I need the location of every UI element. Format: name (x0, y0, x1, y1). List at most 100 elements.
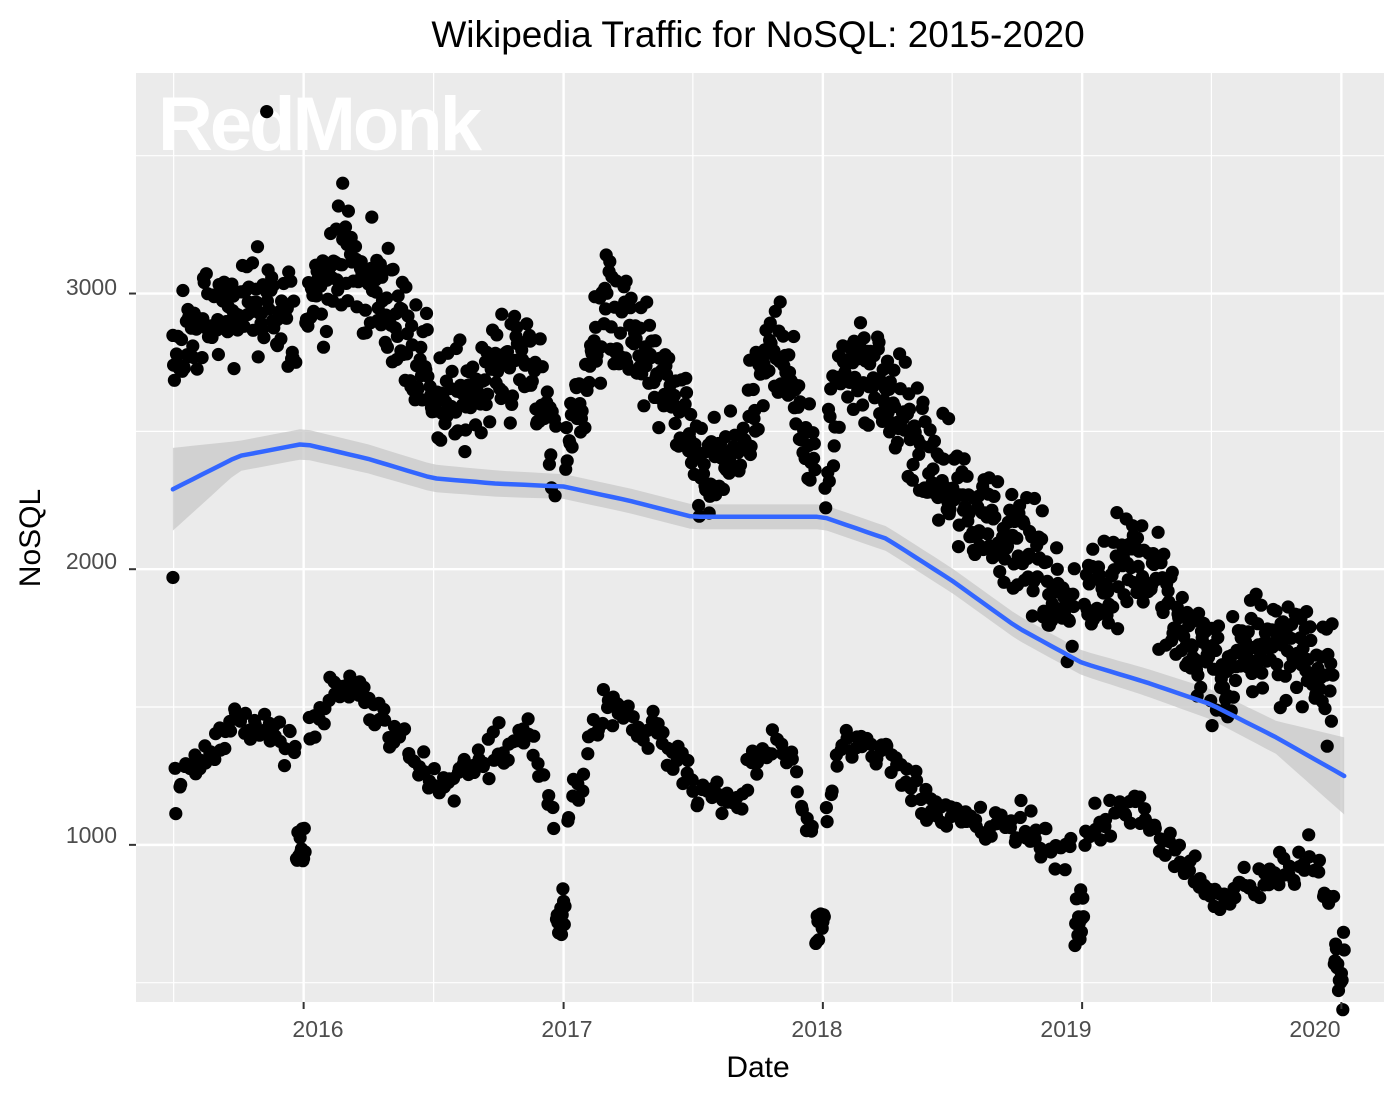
data-point (741, 783, 755, 797)
data-point (483, 415, 497, 429)
data-point (1228, 891, 1242, 905)
data-point (1027, 491, 1042, 506)
data-point (603, 255, 617, 269)
data-point (405, 319, 419, 333)
data-point (1157, 547, 1171, 561)
data-point (1074, 925, 1088, 939)
data-point (1035, 532, 1049, 546)
data-point (277, 759, 292, 773)
data-point (378, 713, 392, 727)
x-tick-label-2017: 2017 (541, 1016, 592, 1042)
data-point (593, 376, 608, 390)
data-point (298, 845, 312, 859)
data-point (547, 821, 561, 836)
data-point (288, 739, 302, 754)
data-point (1302, 850, 1316, 864)
data-point (1255, 681, 1270, 695)
data-point (824, 382, 838, 396)
data-point (756, 399, 770, 413)
data-point (1313, 682, 1327, 696)
data-point (715, 806, 729, 821)
data-point (391, 289, 405, 303)
data-point (1076, 910, 1091, 924)
data-point (1211, 619, 1226, 633)
data-point (447, 794, 461, 808)
data-point (912, 447, 926, 461)
data-point (335, 258, 349, 272)
data-point (262, 302, 276, 316)
data-point (581, 747, 595, 761)
data-point (1278, 669, 1292, 683)
data-point (679, 371, 693, 385)
data-point (478, 373, 492, 387)
data-point (832, 420, 846, 434)
data-point (820, 815, 834, 829)
data-point (790, 765, 804, 779)
data-point (341, 204, 355, 218)
data-point (662, 351, 676, 365)
data-point (477, 756, 491, 771)
data-point (548, 489, 562, 503)
data-point (1323, 684, 1337, 698)
smooth-line (170, 442, 1347, 779)
data-point (806, 426, 820, 440)
data-point (613, 326, 628, 340)
data-point (1067, 599, 1081, 614)
data-point (557, 917, 571, 932)
data-point (1290, 680, 1304, 695)
data-point (542, 789, 556, 803)
data-point (1324, 714, 1338, 728)
data-point (808, 463, 822, 477)
data-point (466, 360, 480, 374)
data-point (621, 699, 635, 713)
data-point (1111, 622, 1125, 636)
data-point (1135, 519, 1149, 533)
data-point (988, 510, 1002, 524)
data-point (960, 469, 974, 483)
data-point (1326, 668, 1340, 682)
data-point (890, 435, 905, 449)
data-point (987, 489, 1001, 503)
data-point (1040, 555, 1054, 569)
data-point (1312, 865, 1326, 879)
data-point (775, 737, 789, 751)
data-point (421, 369, 435, 383)
data-point (887, 363, 901, 377)
data-point (640, 295, 654, 309)
data-point (1076, 891, 1090, 905)
y-tick-label-2000: 2000 (66, 548, 117, 574)
data-point (751, 422, 765, 436)
data-point (1094, 833, 1108, 847)
data-point (1037, 604, 1051, 618)
data-point (348, 239, 363, 254)
data-point (1163, 826, 1177, 840)
data-point (562, 811, 576, 825)
data-point (1253, 890, 1267, 905)
data-point (211, 347, 225, 362)
data-point (1325, 617, 1339, 631)
data-point (1050, 541, 1064, 555)
data-point (1131, 559, 1145, 574)
data-point (898, 355, 912, 369)
data-point (1226, 610, 1240, 624)
data-point (637, 399, 651, 413)
data-point (520, 317, 534, 331)
data-point (409, 298, 423, 312)
data-point (1014, 793, 1028, 808)
data-point (575, 404, 589, 418)
data-point (1013, 810, 1027, 825)
data-point (1010, 531, 1024, 545)
data-point (1065, 639, 1079, 653)
data-point (1304, 633, 1318, 648)
data-point (280, 311, 294, 325)
data-point (250, 295, 264, 309)
data-point (218, 741, 232, 756)
data-point (927, 434, 942, 448)
data-point (523, 334, 537, 348)
data-point (773, 295, 787, 309)
data-point (910, 774, 924, 788)
data-point (623, 301, 638, 315)
data-point (916, 395, 930, 409)
data-point (419, 306, 434, 320)
y-tick-label-3000: 3000 (66, 274, 117, 300)
